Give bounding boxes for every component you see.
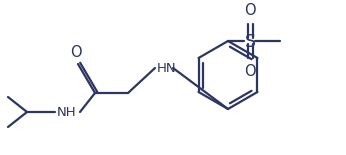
Text: O: O bbox=[244, 3, 256, 18]
Text: NH: NH bbox=[57, 106, 76, 119]
Text: S: S bbox=[245, 33, 256, 51]
Text: O: O bbox=[244, 64, 256, 79]
Text: HN: HN bbox=[157, 62, 176, 75]
Text: O: O bbox=[70, 45, 82, 60]
